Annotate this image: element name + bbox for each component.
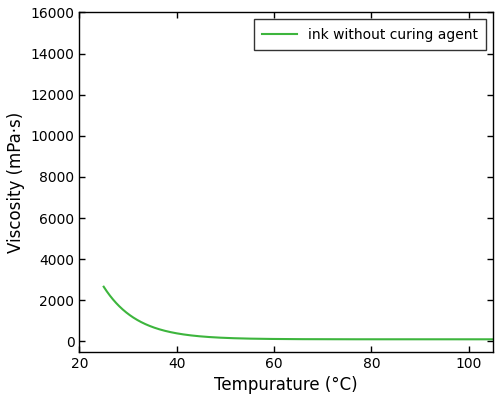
ink without curing agent <box>490 337 496 342</box>
ink without curing agent <box>404 337 410 342</box>
ink without curing agent <box>368 337 374 342</box>
ink without curing agent <box>272 336 278 341</box>
ink without curing agent <box>258 336 264 341</box>
ink without curing agent <box>140 321 146 326</box>
ink without curing agent <box>412 337 418 342</box>
Y-axis label: Viscosity (mPa·s): Viscosity (mPa·s) <box>7 111 25 253</box>
X-axis label: Tempurature (°C): Tempurature (°C) <box>214 376 358 394</box>
Line: ink without curing agent: ink without curing agent <box>104 287 493 339</box>
Legend: ink without curing agent: ink without curing agent <box>254 19 486 50</box>
ink without curing agent <box>100 284 106 289</box>
